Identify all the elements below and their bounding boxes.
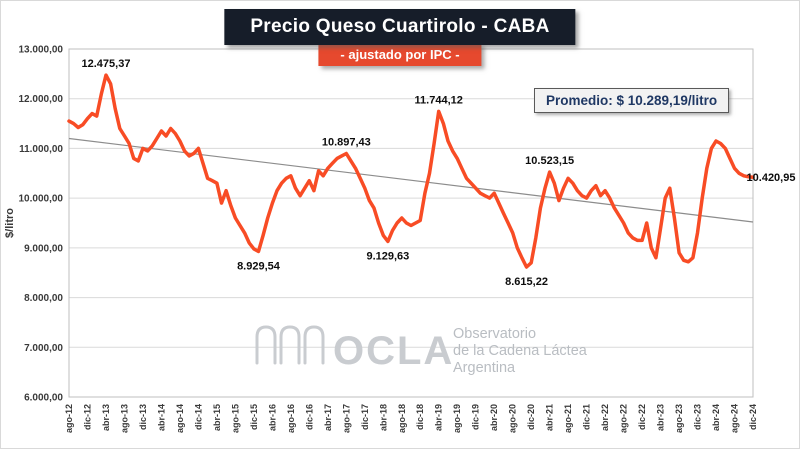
x-tick-label: abr-20 xyxy=(489,404,499,431)
trend-line xyxy=(68,137,754,223)
x-tick-label: ago-16 xyxy=(286,404,296,433)
data-label: 11.744,12 xyxy=(415,94,463,106)
watermark-brand: OCLA xyxy=(333,329,454,373)
x-tick-label: dic-19 xyxy=(471,404,481,430)
x-tick-label: ago-14 xyxy=(175,404,185,433)
x-tick-label: abr-21 xyxy=(545,404,555,431)
x-tick-label: dic-24 xyxy=(748,404,758,430)
ocla-logo-icon xyxy=(255,325,277,365)
data-label: 10.897,43 xyxy=(322,137,371,149)
price-line xyxy=(67,73,755,269)
data-label: 9.129,63 xyxy=(366,250,409,262)
x-tick-label: abr-23 xyxy=(656,404,666,431)
x-tick-label: dic-12 xyxy=(82,404,92,430)
y-tick-label: 12.000,00 xyxy=(19,94,64,105)
x-tick-label: abr-19 xyxy=(434,404,444,431)
x-tick-label: ago-22 xyxy=(619,404,629,433)
y-tick-label: 10.000,00 xyxy=(19,194,64,205)
x-tick-label: ago-17 xyxy=(341,404,351,433)
x-tick-label: dic-16 xyxy=(304,404,314,430)
x-tick-label: dic-14 xyxy=(193,404,203,430)
ocla-logo-icon xyxy=(303,325,325,365)
x-tick-label: ago-20 xyxy=(508,404,518,433)
promedio-badge: Promedio: $ 10.289,19/litro xyxy=(534,88,730,113)
watermark-line1: Observatorio xyxy=(453,326,536,342)
chart-title: Precio Queso Cuartirolo - CABA xyxy=(224,9,576,45)
y-tick-label: 11.000,00 xyxy=(19,144,63,155)
chart-subtitle: - ajustado por IPC - xyxy=(318,43,482,66)
x-tick-label: ago-12 xyxy=(64,404,74,433)
x-tick-label: abr-13 xyxy=(101,404,111,431)
y-tick-label: 7.000,00 xyxy=(24,343,63,354)
y-axis-title: $/litro xyxy=(4,208,16,238)
x-tick-label: dic-13 xyxy=(138,404,148,430)
x-tick-label: abr-17 xyxy=(323,404,333,431)
data-label: 8.615,22 xyxy=(505,276,548,288)
x-tick-label: ago-15 xyxy=(230,404,240,433)
watermark-line2: de la Cadena Láctea xyxy=(453,343,588,359)
x-tick-label: ago-19 xyxy=(452,404,462,433)
x-tick-label: abr-18 xyxy=(378,404,388,431)
x-tick-label: dic-18 xyxy=(415,404,425,430)
x-tick-label: abr-15 xyxy=(212,404,222,431)
x-tick-label: dic-17 xyxy=(360,404,370,430)
x-tick-label: dic-20 xyxy=(526,404,536,430)
data-label: 10.523,15 xyxy=(525,155,574,167)
x-tick-label: dic-22 xyxy=(637,404,647,430)
x-tick-label: abr-22 xyxy=(600,404,610,431)
data-label: 10.420,95 xyxy=(747,172,796,184)
ocla-logo-icon xyxy=(279,325,301,365)
x-tick-label: abr-16 xyxy=(267,404,277,431)
x-tick-label: ago-23 xyxy=(674,404,684,433)
watermark-line3: Argentina xyxy=(453,360,516,376)
data-label: 8.929,54 xyxy=(237,260,281,272)
data-label: 12.475,37 xyxy=(82,58,131,70)
y-tick-label: 9.000,00 xyxy=(24,243,63,254)
y-tick-label: 6.000,00 xyxy=(24,393,63,404)
x-tick-label: ago-21 xyxy=(563,404,573,433)
y-tick-label: 8.000,00 xyxy=(24,293,63,304)
x-tick-label: abr-14 xyxy=(156,404,166,431)
y-tick-label: 13.000,00 xyxy=(19,45,64,56)
x-tick-label: dic-23 xyxy=(693,404,703,430)
x-tick-label: ago-18 xyxy=(397,404,407,433)
x-tick-label: dic-15 xyxy=(249,404,259,430)
x-tick-label: abr-24 xyxy=(711,404,721,431)
x-tick-label: dic-21 xyxy=(582,404,592,430)
x-tick-label: ago-24 xyxy=(730,404,740,433)
x-tick-label: ago-13 xyxy=(119,404,129,433)
